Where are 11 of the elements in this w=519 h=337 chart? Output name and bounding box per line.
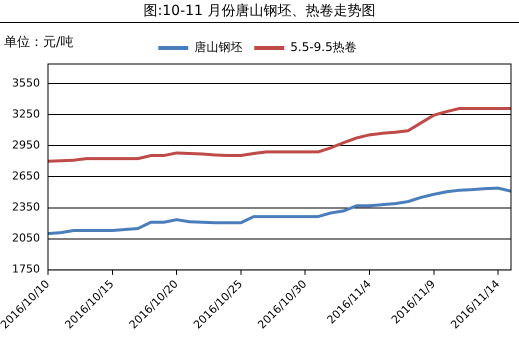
y-axis-title: 单位：元/吨 xyxy=(4,34,74,51)
y-tick-label: 3550 xyxy=(12,76,40,90)
y-tick-label: 3250 xyxy=(12,108,40,121)
legend-label: 5.5-9.5热卷 xyxy=(290,40,357,54)
chart-title: 图:10-11 月份唐山钢坯、热卷走势图 xyxy=(142,2,376,20)
y-tick-label: 1750 xyxy=(12,262,40,276)
legend-label: 唐山钢坯 xyxy=(194,40,242,54)
y-tick-label: 2650 xyxy=(12,170,40,183)
y-tick-label: 2350 xyxy=(12,200,40,214)
y-tick-label: 2950 xyxy=(12,138,40,152)
y-tick-label: 2050 xyxy=(12,232,40,245)
